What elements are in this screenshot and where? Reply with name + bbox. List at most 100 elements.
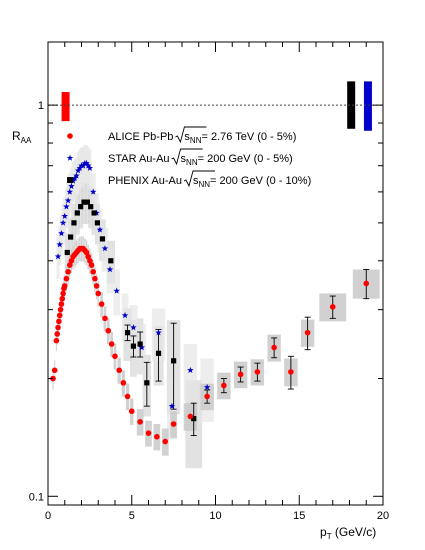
point-phenix-au-au6 xyxy=(84,199,90,205)
point-alice-pb-pb8 xyxy=(58,301,65,307)
legend-sqrt: sNN xyxy=(181,153,198,167)
point-alice-pb-pb46 xyxy=(170,421,177,427)
x-axis-title: pT (GeV/c) xyxy=(320,525,376,541)
point-star-au-au30 xyxy=(168,402,176,409)
point-phenix-au-au7 xyxy=(88,204,94,210)
point-star-au-au24 xyxy=(106,266,114,273)
point-alice-pb-pb50 xyxy=(237,371,244,378)
legend-suffix: = 200 GeV (0 - 5%) xyxy=(198,153,293,165)
x-tick-label: 5 xyxy=(129,510,135,522)
point-star-au-au20 xyxy=(89,188,97,195)
x-tick-label: 15 xyxy=(293,510,305,522)
point-alice-pb-pb38 xyxy=(116,367,122,374)
point-phenix-au-au18 xyxy=(191,415,197,422)
point-alice-pb-pb1 xyxy=(51,367,58,374)
sys-band-1-26 xyxy=(121,293,129,341)
point-phenix-au-au16 xyxy=(155,350,162,356)
point-alice-pb-pb7 xyxy=(57,306,64,313)
point-alice-pb-pb35 xyxy=(105,327,112,334)
point-alice-pb-pb41 xyxy=(128,408,135,415)
point-star-au-au32 xyxy=(203,383,211,390)
legend-sqrt-sign xyxy=(183,170,215,188)
point-alice-pb-pb28 xyxy=(88,262,95,268)
point-alice-pb-pb51 xyxy=(254,369,261,375)
point-alice-pb-pb6 xyxy=(56,312,63,319)
point-star-au-au0 xyxy=(54,253,62,260)
legend-sqrt-sign xyxy=(175,126,207,144)
point-alice-pb-pb39 xyxy=(120,380,127,386)
legend-sqrt: sNN xyxy=(184,131,201,145)
point-alice-pb-pb12 xyxy=(61,283,68,289)
legend-marker xyxy=(67,133,73,139)
y-axis-title: RAA xyxy=(12,129,32,145)
point-phenix-au-au11 xyxy=(108,258,114,264)
y-tick-label: 0.1 xyxy=(29,491,44,503)
point-star-au-au7 xyxy=(66,188,74,195)
point-phenix-au-au10 xyxy=(99,236,106,242)
point-star-au-au8 xyxy=(68,182,75,190)
point-star-au-au19 xyxy=(86,164,94,171)
point-phenix-au-au17 xyxy=(171,358,177,364)
norm-box-phenix xyxy=(347,81,356,129)
legend-entry-0: ALICE Pb-Pb sNN = 2.76 TeV (0 - 5%) xyxy=(67,126,296,145)
point-star-au-au3 xyxy=(59,219,67,226)
point-star-au-au4 xyxy=(61,212,68,219)
point-alice-pb-pb40 xyxy=(124,393,131,400)
point-phenix-au-au8 xyxy=(91,210,97,216)
point-alice-pb-pb3 xyxy=(54,331,61,337)
point-alice-pb-pb30 xyxy=(92,275,98,282)
point-alice-pb-pb36 xyxy=(108,341,115,347)
x-tick-label: 20 xyxy=(377,510,389,522)
point-alice-pb-pb48 xyxy=(204,393,210,400)
point-alice-pb-pb56 xyxy=(363,280,370,287)
sys-band-1-25 xyxy=(113,269,121,316)
point-alice-pb-pb55 xyxy=(329,304,336,310)
point-phenix-au-au1 xyxy=(68,234,74,240)
point-star-au-au18 xyxy=(84,162,92,169)
axis-ticks: 0 5 10 15 20 0.1 1 xyxy=(29,42,389,522)
point-alice-pb-pb16 xyxy=(68,257,75,264)
sys-band-1-24 xyxy=(106,248,114,294)
point-alice-pb-pb43 xyxy=(145,430,152,436)
point-phenix-au-au0 xyxy=(64,249,70,256)
legend-label: STAR Au-Au xyxy=(108,153,170,165)
point-phenix-au-au5 xyxy=(81,199,87,205)
legend-suffix: = 200 GeV (0 - 10%) xyxy=(210,175,311,187)
point-alice-pb-pb15 xyxy=(66,262,73,268)
point-star-au-au28 xyxy=(138,344,146,351)
legend-sqrt: sNN xyxy=(193,175,210,189)
point-phenix-au-au13 xyxy=(130,343,137,349)
point-alice-pb-pb13 xyxy=(63,275,70,282)
point-alice-pb-pb47 xyxy=(187,413,194,420)
data-markers xyxy=(50,159,370,445)
point-alice-pb-pb14 xyxy=(65,268,71,275)
y-tick-label: 1 xyxy=(38,100,44,112)
point-alice-pb-pb45 xyxy=(162,438,169,445)
legend-label: PHENIX Au-Au xyxy=(108,175,182,187)
point-alice-pb-pb29 xyxy=(90,268,97,275)
point-phenix-au-au9 xyxy=(94,220,101,226)
point-alice-pb-pb33 xyxy=(98,301,105,307)
statistical-error-bars xyxy=(124,269,370,436)
point-alice-pb-pb49 xyxy=(221,382,227,389)
legend-sqrt-sign xyxy=(171,148,203,166)
point-star-au-au25 xyxy=(113,287,120,294)
point-alice-pb-pb34 xyxy=(102,315,108,322)
point-alice-pb-pb10 xyxy=(60,290,66,297)
legend-suffix: = 2.76 TeV (0 - 5%) xyxy=(201,131,296,143)
norm-box-alice xyxy=(61,92,70,122)
point-alice-pb-pb42 xyxy=(137,419,143,425)
point-star-au-au26 xyxy=(121,312,129,319)
point-alice-pb-pb52 xyxy=(271,344,277,351)
point-star-au-au2 xyxy=(58,229,65,237)
point-star-au-au1 xyxy=(56,241,63,248)
point-alice-pb-pb44 xyxy=(154,433,160,440)
sys-band-1-28 xyxy=(137,324,146,375)
legend-marker xyxy=(67,177,73,183)
point-alice-pb-pb32 xyxy=(95,290,102,297)
point-phenix-au-au14 xyxy=(137,341,143,347)
point-star-au-au27 xyxy=(130,324,137,331)
point-star-au-au22 xyxy=(96,226,104,233)
point-alice-pb-pb54 xyxy=(304,329,311,336)
